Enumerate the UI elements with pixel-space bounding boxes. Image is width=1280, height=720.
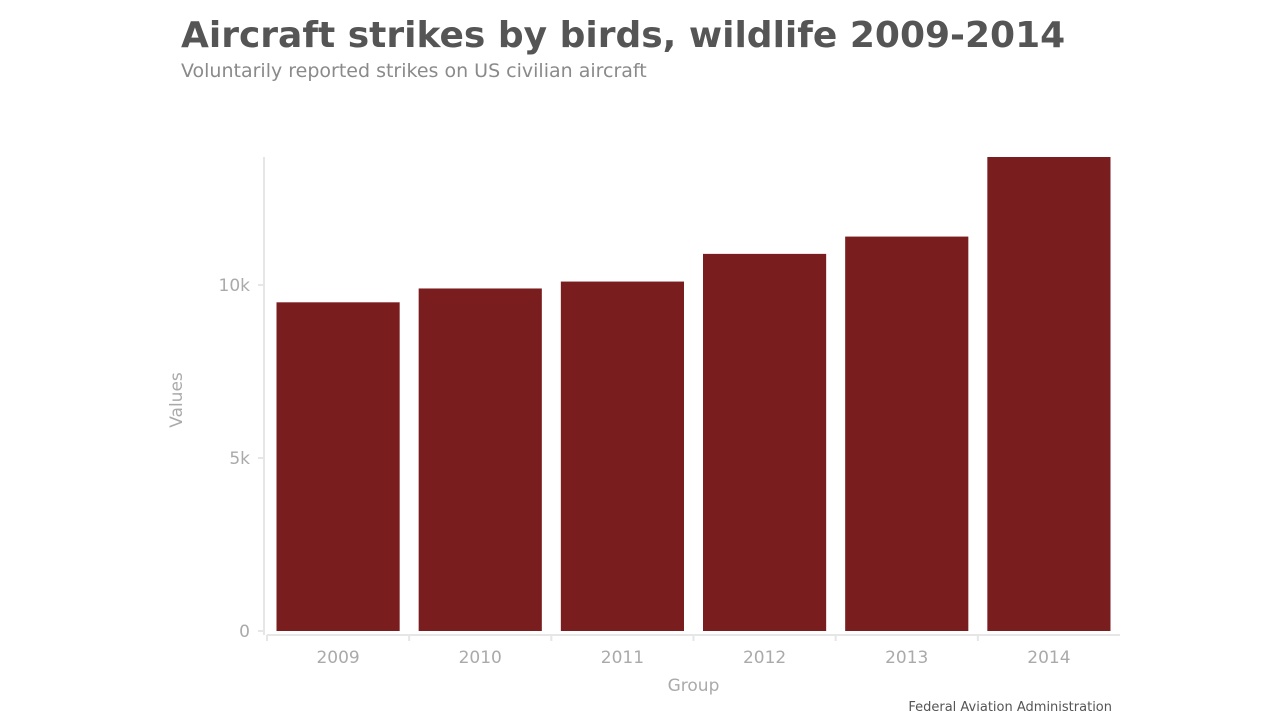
y-axis-title: Values — [167, 372, 187, 428]
x-tick-label: 2013 — [885, 648, 928, 668]
bar-2013 — [845, 236, 969, 631]
chart-subtitle: Voluntarily reported strikes on US civil… — [181, 60, 647, 82]
x-tick-label: 2010 — [459, 648, 502, 668]
bar-2010 — [418, 288, 542, 631]
x-axis-title: Group — [668, 676, 720, 696]
x-axis: 2009 2010 2011 2012 2013 2014 Group — [266, 634, 1120, 696]
y-tick-label: 0 — [239, 622, 250, 642]
y-axis: 0 5k 10k Values — [167, 157, 265, 642]
bars — [276, 157, 1111, 631]
bar-2014 — [987, 157, 1111, 631]
y-ticks: 0 5k 10k — [219, 276, 264, 642]
chart-title: Aircraft strikes by birds, wildlife 2009… — [181, 15, 1066, 56]
source-credit: Federal Aviation Administration — [908, 700, 1112, 715]
bar-2011 — [560, 281, 684, 631]
x-tick-label: 2009 — [316, 648, 359, 668]
x-tick-label: 2014 — [1027, 648, 1070, 668]
y-tick-label: 5k — [229, 449, 250, 469]
y-tick-label: 10k — [219, 276, 251, 296]
bar-2009 — [276, 302, 400, 631]
x-ticks: 2009 2010 2011 2012 2013 2014 — [266, 635, 1071, 668]
x-tick-label: 2011 — [601, 648, 644, 668]
x-tick-label: 2012 — [743, 648, 786, 668]
bar-2012 — [703, 253, 827, 631]
